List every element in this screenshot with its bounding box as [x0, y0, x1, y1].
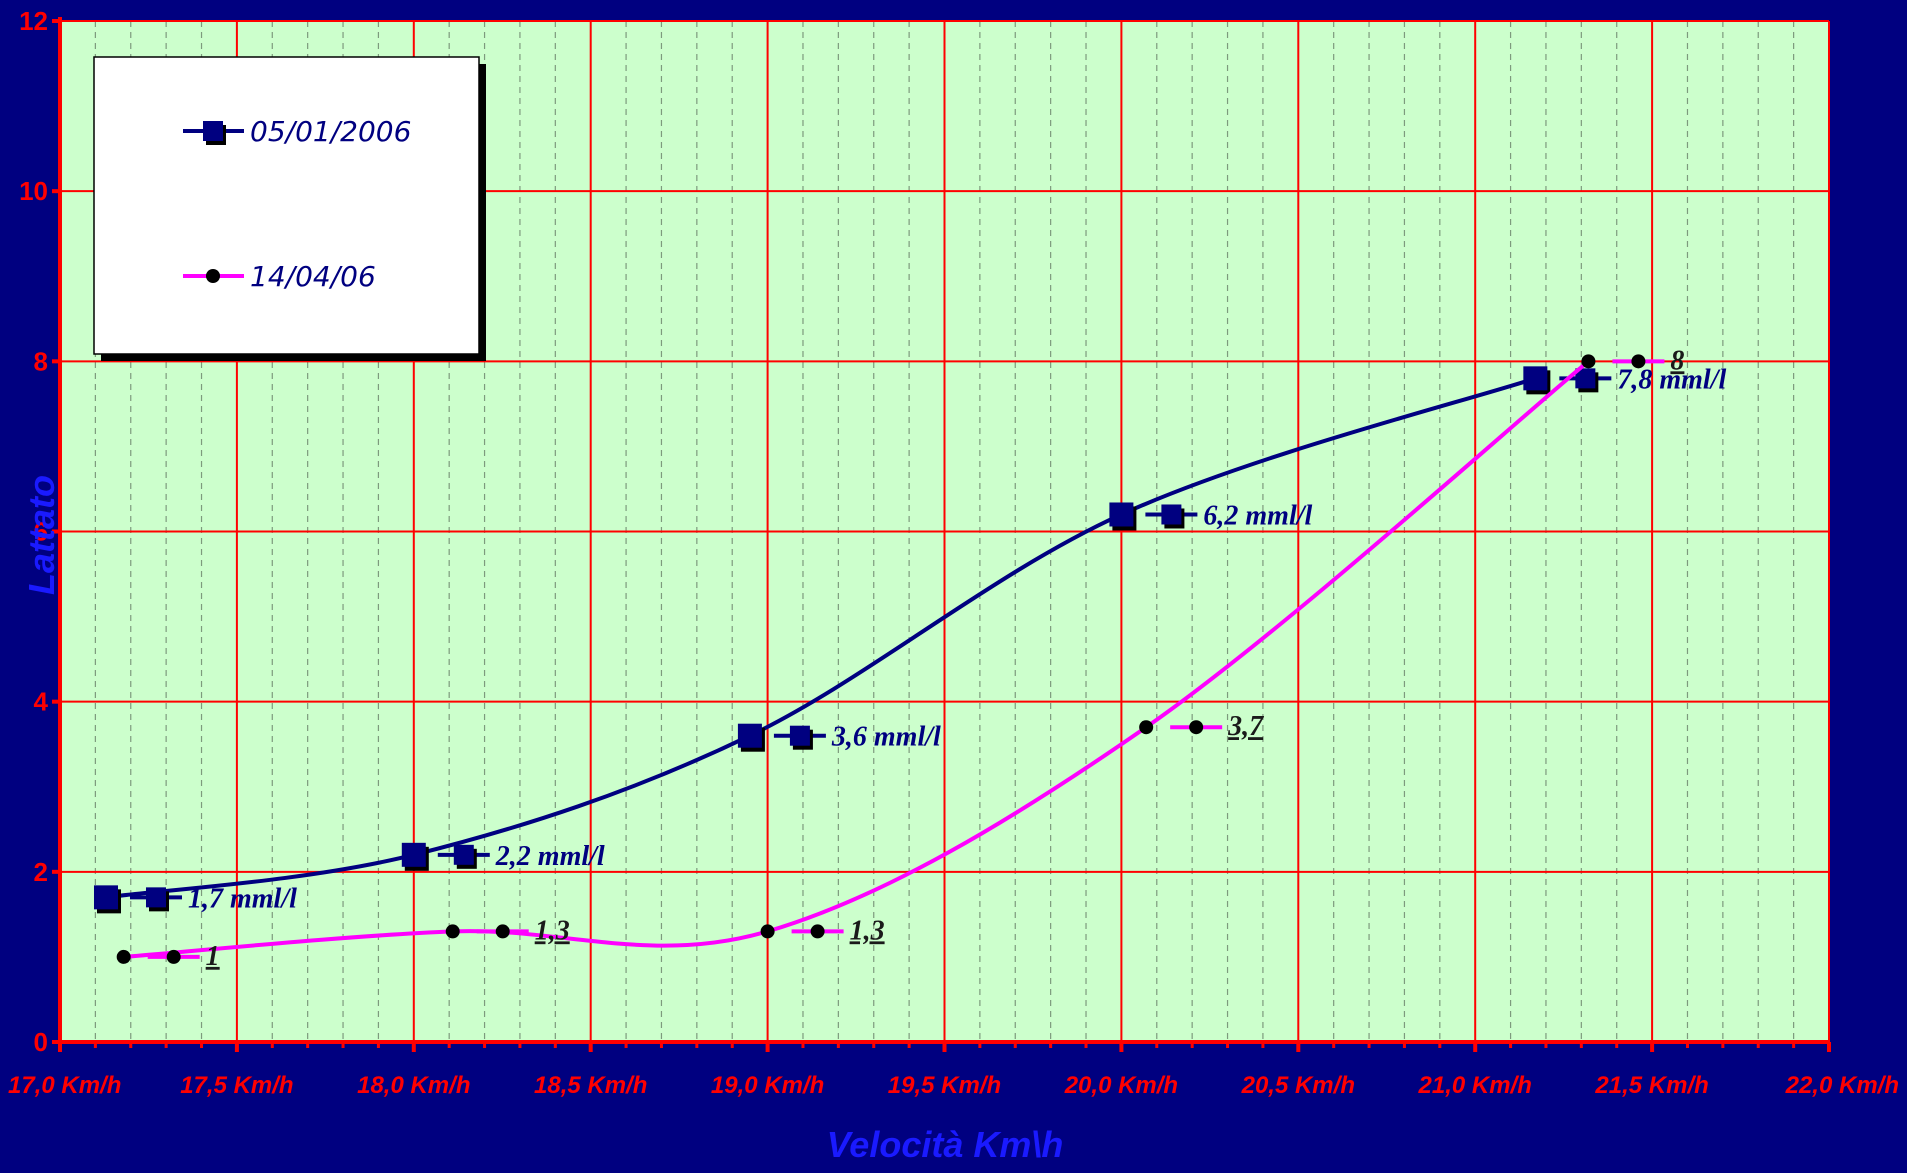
x-tick-label: 21,5 Km/h [1594, 1072, 1708, 1099]
data-point-square [203, 121, 223, 141]
x-axis-title: Velocità Km\h [827, 1124, 1064, 1165]
legend-label: 14/04/06 [250, 260, 376, 293]
x-tick-label: 19,5 Km/h [888, 1072, 1001, 1099]
data-point-square [1575, 368, 1596, 389]
x-tick-label: 20,5 Km/h [1241, 1072, 1355, 1099]
legend: 05/01/2006 14/04/06 [93, 56, 486, 361]
data-point-square [737, 723, 762, 748]
data-label: 3,6 mml/l [831, 722, 941, 753]
data-point-square [93, 885, 118, 910]
data-point-square [453, 844, 474, 865]
data-label: 1 [206, 941, 220, 972]
data-point-circle [445, 924, 460, 939]
data-point-circle [1139, 720, 1154, 735]
data-point-circle [206, 269, 220, 283]
data-point-square [401, 842, 426, 867]
y-tick-label: 8 [34, 346, 48, 376]
series-layer: 1,7 mml/l 2,2 mml/l 3,6 mml/l 6,2 mml/l 7,8 … [93, 345, 1726, 972]
x-tick-label: 22,0 Km/h [1785, 1072, 1899, 1099]
data-label: 1,3 [850, 915, 885, 946]
legend-box [93, 56, 480, 355]
y-axis-title: Lattato [21, 475, 62, 595]
data-point-square [789, 725, 810, 746]
x-tick-label: 20,0 Km/h [1064, 1072, 1178, 1099]
data-point-circle [760, 924, 775, 939]
y-tick-label: 0 [34, 1027, 48, 1057]
data-point-circle [1189, 720, 1204, 735]
data-label: 2,2 mml/l [495, 841, 605, 872]
x-tick-label: 17,5 Km/h [180, 1072, 293, 1099]
x-tick-label: 17,0 Km/h [8, 1072, 121, 1099]
x-tick-label: 18,5 Km/h [534, 1072, 647, 1099]
series-line [123, 359, 1590, 959]
major-grid [59, 20, 1830, 1043]
y-tick-label: 4 [34, 687, 49, 717]
x-tick-label: 19,0 Km/h [711, 1072, 824, 1099]
data-label: 8 [1670, 345, 1684, 376]
series-line [105, 376, 1536, 900]
data-label: 6,2 mml/l [1203, 500, 1312, 531]
y-tick-label: 12 [19, 6, 48, 36]
data-label: 3,7 [1227, 711, 1264, 742]
axes [52, 17, 1831, 1052]
data-point-square [145, 887, 166, 908]
x-tick-label: 21,0 Km/h [1418, 1072, 1532, 1099]
tick-labels: 0 2 4 6 8 10 12 17,0 Km/h 17,5 Km/h 18,0 Km/h 18,5… [8, 6, 1899, 1099]
y-tick-label: 10 [19, 176, 48, 206]
data-point-circle [1581, 354, 1596, 369]
y-tick-label: 2 [34, 857, 48, 887]
data-label: 7,8 mml/l [1617, 364, 1726, 395]
data-point-circle [166, 949, 181, 964]
series-2: 1 1,3 1,3 3,7 8 [116, 345, 1684, 972]
legend-item: 05/01/2006 [183, 115, 411, 148]
data-point-square [1161, 504, 1182, 525]
x-tick-label: 18,0 Km/h [357, 1072, 470, 1099]
data-label: 1,3 [535, 915, 570, 946]
data-point-circle [1631, 354, 1646, 369]
series-1: 1,7 mml/l 2,2 mml/l 3,6 mml/l 6,2 mml/l 7,8 … [93, 364, 1726, 914]
legend-item: 14/04/06 [183, 260, 376, 293]
data-point-square [1523, 366, 1548, 391]
data-point-circle [495, 924, 510, 939]
y-tick-label: 6 [34, 517, 48, 547]
data-point-circle [810, 924, 825, 939]
data-label: 1,7 mml/l [188, 883, 297, 914]
data-point-square [1109, 502, 1134, 527]
data-point-circle [116, 949, 131, 964]
legend-label: 05/01/2006 [250, 115, 411, 148]
